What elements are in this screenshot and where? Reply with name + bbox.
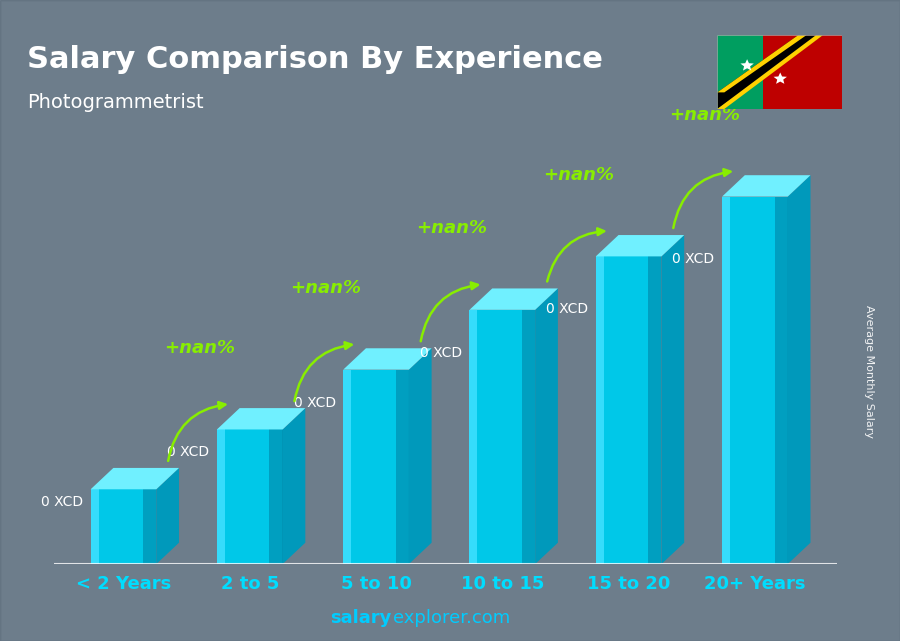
Polygon shape [662,235,684,564]
Bar [596,256,662,564]
Text: salary: salary [330,609,392,627]
Polygon shape [217,408,305,429]
Polygon shape [283,408,305,564]
Text: +nan%: +nan% [164,339,235,357]
Text: +nan%: +nan% [290,279,361,297]
Bar [217,429,225,564]
Text: +nan%: +nan% [417,219,487,237]
Polygon shape [788,175,811,564]
Polygon shape [717,35,763,109]
Bar [730,197,746,564]
Bar [343,370,351,564]
Bar [604,256,620,564]
Text: +nan%: +nan% [669,106,740,124]
Polygon shape [157,468,179,564]
Bar [722,197,788,564]
Text: 0 XCD: 0 XCD [167,445,210,460]
Bar [351,370,367,564]
Bar [470,310,536,564]
Bar [477,310,494,564]
Polygon shape [536,288,558,564]
Polygon shape [717,35,806,92]
Bar [269,429,283,564]
Text: 0 XCD: 0 XCD [293,395,336,410]
Bar [91,489,157,564]
Bar [522,310,536,564]
Polygon shape [596,235,684,256]
Polygon shape [741,59,754,71]
Bar [217,429,283,564]
Bar [143,489,157,564]
Bar [470,310,477,564]
Text: 0 XCD: 0 XCD [40,495,83,509]
Polygon shape [717,35,823,109]
Text: Salary Comparison By Experience: Salary Comparison By Experience [27,45,603,74]
Text: Photogrammetrist: Photogrammetrist [27,93,203,112]
Bar [343,370,409,564]
Bar [396,370,409,564]
Bar [225,429,241,564]
Bar [775,197,788,564]
Polygon shape [470,288,558,310]
Polygon shape [773,72,787,84]
Text: 0 XCD: 0 XCD [419,346,462,360]
Polygon shape [343,348,432,370]
Polygon shape [409,348,432,564]
Polygon shape [91,468,179,489]
Text: +nan%: +nan% [543,166,614,184]
Text: 0 XCD: 0 XCD [672,252,715,266]
Bar [91,489,98,564]
Polygon shape [722,175,811,197]
Bar [596,256,604,564]
Text: Average Monthly Salary: Average Monthly Salary [863,305,874,438]
Bar [648,256,662,564]
Polygon shape [717,35,823,109]
Text: explorer.com: explorer.com [393,609,510,627]
Bar [98,489,115,564]
Bar [763,35,842,109]
Bar [722,197,730,564]
Text: 0 XCD: 0 XCD [546,302,589,316]
